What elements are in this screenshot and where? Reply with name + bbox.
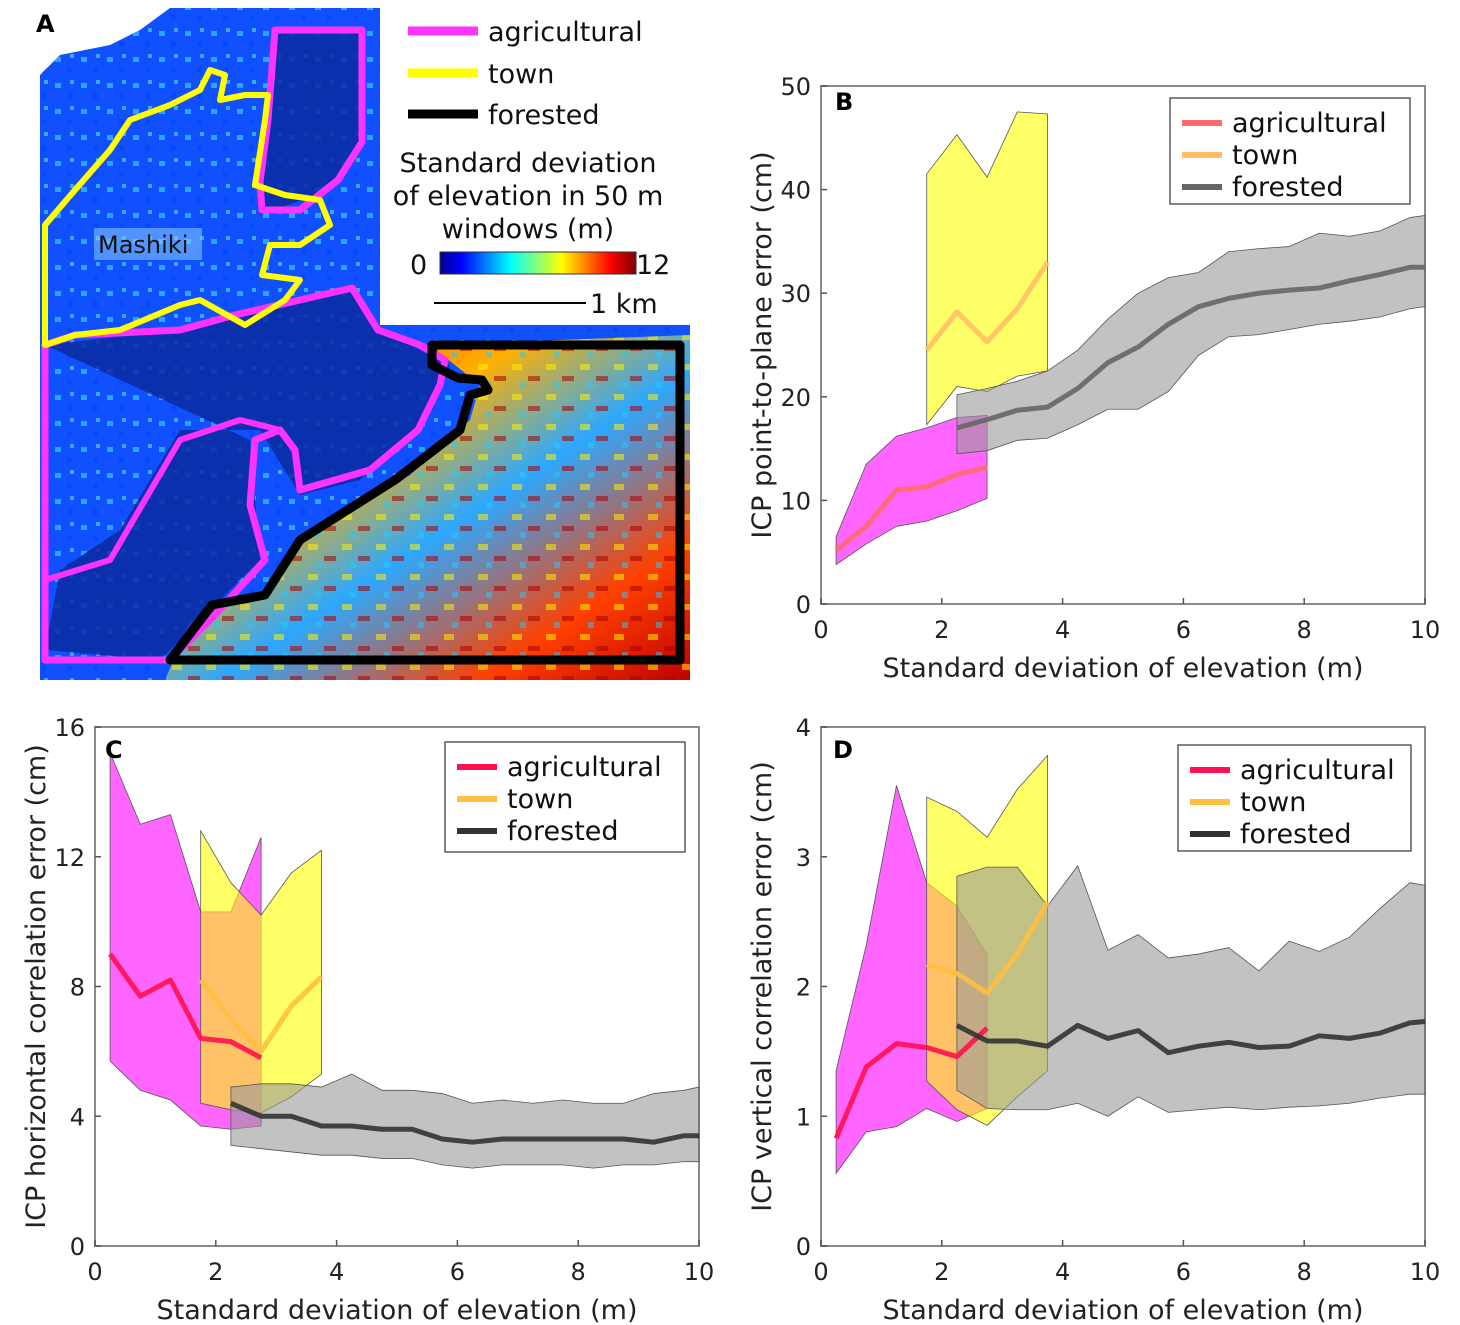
panel-d-line-forested [955, 1019, 1426, 1056]
panel-d-ytick-label: 2 [796, 974, 811, 1002]
panel-b-ytick-label: 20 [780, 384, 811, 412]
map-agri-dark-north [260, 30, 360, 215]
panel-b-letter: B [835, 88, 853, 116]
colorbar-title-line-2: of elevation in 50 m [393, 181, 664, 212]
place-label-background [94, 228, 202, 260]
map-legend-label-forested: forested [488, 100, 600, 131]
panel-b-xlabel: Standard deviation of elevation (m) [882, 653, 1363, 684]
panel-c-line-agricultural [108, 952, 263, 1061]
panel-b-line-forested [956, 264, 1425, 431]
map-agri-dark-south [45, 290, 450, 660]
panel-b-ytick-label: 50 [780, 73, 811, 101]
panel-b-xtick-label: 2 [934, 616, 949, 644]
panel-d-chart: 0 2 4 6 8 10 0 1 2 3 4 Standard deviation of elevat… [747, 714, 1440, 1325]
panel-b-line-agricultural [834, 464, 988, 553]
panel-b-legend-label-forested: forested [1232, 172, 1344, 203]
panel-c-ytick-label: 4 [70, 1103, 85, 1131]
panel-d-xtick-label: 2 [934, 1258, 949, 1286]
map-legend: agricultural town forested [408, 17, 643, 131]
colorbar-title-line-1: Standard deviation [400, 148, 657, 179]
panel-d-xtick-label: 6 [1176, 1258, 1191, 1286]
panel-b-legend-label-town: town [1232, 140, 1298, 171]
map-outline-forested [165, 340, 685, 665]
panel-d-legend-label-town: town [1240, 787, 1306, 818]
panel-d-xtick-label: 4 [1055, 1258, 1070, 1286]
panel-c-ytick-label: 0 [70, 1233, 85, 1261]
colorbar-max-label: 12 [636, 250, 670, 281]
panel-d-xlabel: Standard deviation of elevation (m) [882, 1295, 1363, 1325]
panel-d-xtick-label: 10 [1410, 1258, 1441, 1286]
place-label-mashiki: Mashiki [98, 231, 188, 259]
panel-b-ytick-label: 0 [796, 591, 811, 619]
panel-d-ytick-label: 0 [796, 1233, 811, 1261]
panel-d-xtick-label: 0 [813, 1258, 828, 1286]
panel-c-line-town [198, 974, 324, 1054]
panel-b-xtick-label: 0 [813, 616, 828, 644]
panel-c-band-forested [230, 1073, 700, 1169]
colorbar-gradient [439, 251, 637, 275]
map-outline-agricultural-inner [44, 417, 283, 583]
panel-d-line-town [925, 900, 1050, 996]
panel-d-legend-label-agricultural: agricultural [1240, 755, 1395, 786]
panel-c-ylabel: ICP horizontal correlation error (cm) [21, 744, 52, 1229]
panel-c-letter: C [105, 736, 123, 764]
panel-d-legend-label-forested: forested [1240, 819, 1352, 850]
panel-c-legend-label-forested: forested [507, 816, 619, 847]
panel-b-ytick-label: 10 [780, 487, 811, 515]
panel-b-ylabel: ICP point-to-plane error (cm) [747, 151, 778, 538]
panel-b-xtick-label: 4 [1055, 616, 1070, 644]
panel-b-chart: 0 2 4 6 8 10 0 10 20 30 40 50 Standard deviation of … [747, 73, 1440, 684]
panel-d-xtick-label: 8 [1297, 1258, 1312, 1286]
panel-d-ytick-label: 4 [796, 714, 811, 742]
panel-b-xtick-label: 10 [1410, 616, 1441, 644]
panel-c-legend-label-town: town [507, 784, 573, 815]
map-legend-label-agricultural: agricultural [488, 17, 643, 48]
map-colorbar: Standard deviation of elevation in 50 m … [393, 148, 671, 320]
panel-b-legend-label-agricultural: agricultural [1232, 108, 1387, 139]
panel-b-xtick-label: 6 [1176, 616, 1191, 644]
map-outline-town [42, 67, 333, 348]
panel-d-ytick-label: 3 [796, 844, 811, 872]
panel-b-line-town [924, 260, 1050, 352]
panel-b-xtick-label: 8 [1297, 616, 1312, 644]
panel-b-ytick-label: 40 [780, 177, 811, 205]
panel-d-band-forested [956, 864, 1426, 1117]
colorbar-title-line-3: windows (m) [442, 214, 614, 245]
panel-d-letter: D [833, 736, 853, 764]
scalebar-label: 1 km [590, 289, 658, 320]
panel-c-chart: 0 2 4 6 8 10 0 4 8 12 16 Standard deviation of elev… [21, 714, 714, 1325]
panel-b-ytick-label: 30 [780, 280, 811, 308]
panel-c-xtick-label: 4 [329, 1258, 344, 1286]
panel-c-xtick-label: 0 [87, 1258, 102, 1286]
panel-b-band-forested [956, 215, 1426, 455]
panel-c-xtick-label: 6 [450, 1258, 465, 1286]
panel-c-legend-label-agricultural: agricultural [507, 752, 662, 783]
panel-c-xtick-label: 10 [684, 1258, 715, 1286]
panel-c-ytick-label: 16 [54, 714, 85, 742]
panel-c-xtick-label: 2 [208, 1258, 223, 1286]
map-terrain-speckle [165, 335, 690, 680]
panel-c-line-forested [229, 1100, 699, 1145]
panel-c-xlabel: Standard deviation of elevation (m) [156, 1295, 637, 1325]
colorbar-min-label: 0 [410, 250, 427, 281]
panel-d-ytick-label: 1 [796, 1103, 811, 1131]
panel-c-ytick-label: 12 [54, 844, 85, 872]
panel-d-ylabel: ICP vertical correlation error (cm) [747, 761, 778, 1212]
map-legend-label-town: town [488, 59, 554, 90]
panel-a-letter: A [36, 10, 55, 38]
panel-c-ytick-label: 8 [70, 974, 85, 1002]
panel-c-xtick-label: 8 [571, 1258, 586, 1286]
panel-d-line-agricultural [833, 1026, 989, 1140]
map-outline-agricultural-north [256, 26, 366, 214]
panel-a-map: A Mashiki agricultural town forested Sta… [36, 8, 690, 680]
